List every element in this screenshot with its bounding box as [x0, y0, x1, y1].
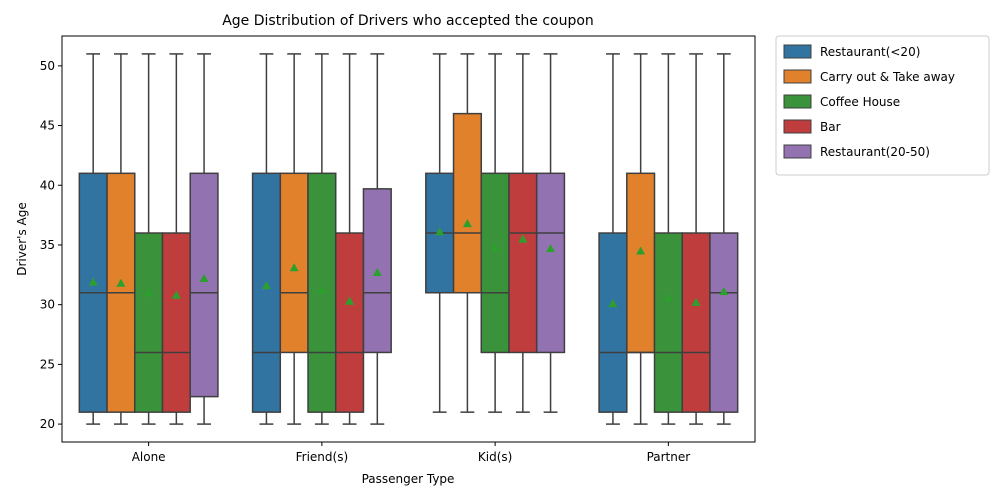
iqr-box [452, 112, 483, 294]
y-tick-label: 20 [40, 417, 55, 431]
iqr-box [681, 232, 711, 413]
iqr-box [709, 232, 739, 413]
iqr-box [535, 172, 566, 354]
mean-marker [345, 296, 355, 305]
mean-marker [546, 244, 556, 253]
y-tick-label: 30 [40, 298, 55, 312]
legend-swatch [783, 69, 812, 84]
legend-entry-label: Restaurant(<20) [820, 45, 920, 59]
y-axis-label: Driver's Age [15, 202, 29, 276]
mean-marker [289, 263, 299, 272]
mean-marker [636, 246, 646, 255]
mean-marker [261, 281, 271, 290]
y-tick-label: 50 [40, 59, 55, 73]
legend-entry-label: Restaurant(20-50) [820, 145, 930, 159]
box-alone-series-0 [78, 53, 108, 425]
mean-marker [462, 218, 472, 228]
y-axis: 20 25 30 35 40 45 50 [40, 59, 62, 431]
iqr-box [134, 232, 164, 413]
box-kid-s--series-3 [508, 53, 538, 413]
mean-marker [435, 227, 445, 236]
legend-frame [775, 35, 990, 176]
mean-marker [691, 297, 701, 306]
mean-marker [719, 287, 729, 296]
x-tick-label: Partner [647, 450, 691, 464]
legend-swatch [783, 119, 812, 134]
iqr-box [598, 232, 628, 413]
iqr-box [279, 172, 309, 354]
mean-marker [199, 273, 209, 283]
iqr-box [626, 172, 656, 354]
x-tick-label: Alone [132, 450, 166, 464]
iqr-box [480, 172, 510, 354]
x-tick-label: Friend(s) [296, 450, 349, 464]
box-friend-s--series-0 [251, 53, 282, 425]
y-tick-label: 40 [40, 178, 55, 192]
x-axis-label: Passenger Type [362, 472, 455, 486]
legend-swatch [783, 94, 812, 109]
iqr-box [653, 232, 683, 413]
x-tick-label: Kid(s) [478, 450, 512, 464]
iqr-box [189, 172, 219, 398]
y-tick-label: 35 [40, 238, 55, 252]
y-tick-label: 45 [40, 119, 55, 133]
box-kid-s--series-0 [425, 53, 455, 413]
legend-swatch [783, 144, 812, 159]
box-friend-s--series-2 [307, 53, 337, 425]
mean-marker [372, 267, 382, 277]
axes-frame [61, 35, 756, 443]
box-partner-series-2 [653, 53, 683, 425]
box-partner-series-1 [626, 53, 656, 425]
box-kid-s--series-4 [535, 53, 566, 413]
legend-swatch [783, 44, 812, 59]
mean-marker [144, 288, 154, 297]
mean-marker [663, 293, 673, 302]
chart-title: Age Distribution of Drivers who accepted… [222, 13, 594, 29]
box-kid-s--series-2 [480, 53, 510, 413]
iqr-box [161, 232, 191, 413]
box-alone-series-4 [189, 53, 219, 425]
mean-marker [171, 290, 181, 299]
plot-area [78, 53, 739, 425]
legend-entry-label: Bar [820, 120, 841, 134]
box-partner-series-0 [598, 53, 628, 425]
box-kid-s--series-1 [452, 53, 483, 413]
box-alone-series-3 [161, 53, 191, 425]
legend-entry-label: Coffee House [820, 95, 900, 109]
box-alone-series-2 [134, 53, 164, 425]
box-alone-series-1 [106, 53, 136, 425]
box-friend-s--series-3 [334, 53, 365, 425]
legend: Restaurant(<20) Carry out & Take away Coff… [775, 35, 990, 176]
iqr-box [508, 172, 538, 354]
mean-marker [608, 298, 618, 308]
y-tick-label: 25 [40, 357, 55, 371]
mean-marker [518, 234, 528, 243]
mean-marker [490, 242, 500, 251]
iqr-box [334, 232, 365, 413]
box-partner-series-4 [709, 53, 739, 425]
legend-entry-label: Carry out & Take away [820, 70, 955, 84]
mean-marker [317, 285, 327, 294]
mean-marker [88, 277, 98, 286]
mean-marker [116, 278, 126, 287]
iqr-box [251, 172, 282, 413]
box-friend-s--series-1 [279, 53, 309, 425]
box-friend-s--series-4 [362, 53, 392, 425]
box-partner-series-3 [681, 53, 711, 425]
x-axis: Alone Friend(s) Kid(s) Partner [132, 442, 691, 464]
